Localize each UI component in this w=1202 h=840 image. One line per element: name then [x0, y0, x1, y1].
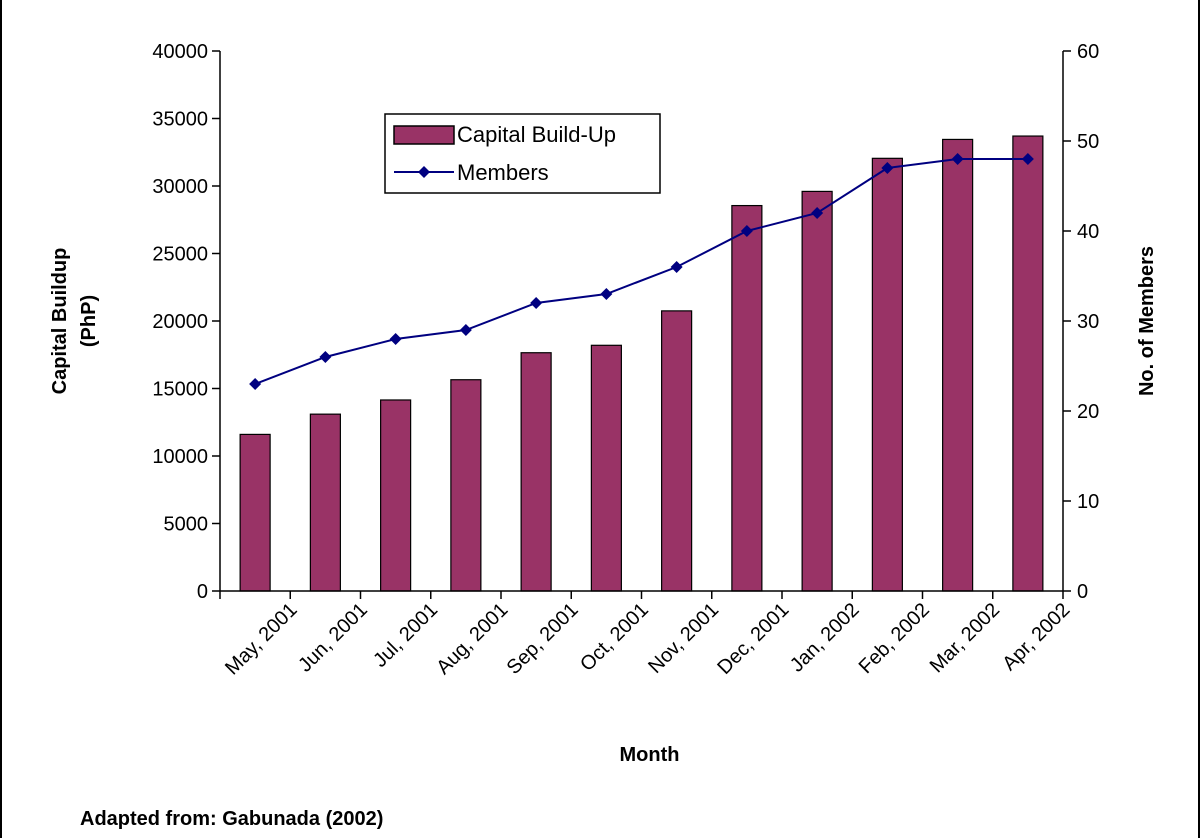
members-point-11: [1021, 153, 1034, 165]
members-point-3: [459, 324, 472, 336]
x-tick-label-2: Jul, 2001: [369, 599, 442, 672]
legend-bar-swatch: [393, 125, 455, 145]
members-point-0: [249, 378, 262, 390]
y2-tick-label-6: 60: [1077, 41, 1099, 63]
members-point-5: [600, 288, 613, 300]
bar-0: [239, 433, 271, 592]
source-note: Adapted from: Gabunada (2002): [80, 808, 384, 830]
legend: Capital Build-Up Members: [384, 113, 661, 194]
y-tick-label-8: 40000: [152, 41, 208, 63]
x-tick-label-3: Aug, 2001: [432, 599, 512, 679]
y-tick-label-3: 15000: [152, 379, 208, 401]
bar-10: [942, 138, 974, 592]
bar-9: [871, 157, 903, 592]
bar-7: [731, 204, 763, 592]
bar-3: [450, 379, 482, 592]
y2-tick-label-1: 10: [1077, 491, 1099, 513]
x-tick-label-7: Dec, 2001: [713, 599, 793, 679]
x-tick-label-11: Apr, 2002: [998, 599, 1074, 675]
y-tick-label-4: 20000: [152, 311, 208, 333]
x-tick-label-0: May, 2001: [221, 599, 302, 680]
members-point-7: [740, 225, 753, 237]
x-tick-label-4: Sep, 2001: [503, 599, 583, 679]
y2-tick-label-4: 40: [1077, 221, 1099, 243]
legend-label-members: Members: [457, 160, 549, 185]
x-tick-label-9: Feb, 2002: [855, 599, 934, 678]
y2-tick-label-3: 30: [1077, 311, 1099, 333]
y2-tick-label-0: 0: [1077, 581, 1088, 603]
y-tick-label-7: 35000: [152, 109, 208, 131]
bar-6: [661, 310, 693, 592]
y-tick-label-0: 0: [197, 581, 208, 603]
y-axis-title: Capital Buildup (PhP): [49, 248, 100, 395]
members-point-4: [530, 297, 543, 309]
y-tick-label-2: 10000: [152, 446, 208, 468]
bar-11: [1012, 135, 1044, 592]
y-axis-title-line1: Capital Buildup: [49, 248, 71, 395]
legend-label-capital: Capital Build-Up: [457, 122, 616, 147]
x-axis-title: Month: [620, 744, 680, 766]
y-tick-label-5: 25000: [152, 244, 208, 266]
bar-1: [309, 413, 341, 592]
x-tick-label-1: Jun, 2001: [294, 599, 372, 677]
members-point-10: [951, 153, 964, 165]
members-point-6: [670, 261, 683, 273]
bar-8: [801, 190, 833, 592]
members-line: [254, 158, 1028, 385]
members-point-2: [389, 333, 402, 345]
legend-diamond-marker: [418, 166, 430, 178]
x-tick-label-8: Jan, 2002: [786, 599, 864, 677]
x-tick-label-5: Oct, 2001: [576, 599, 653, 676]
bar-2: [380, 399, 412, 592]
y-tick-label-6: 30000: [152, 176, 208, 198]
y2-tick-label-5: 50: [1077, 131, 1099, 153]
bar-4: [520, 352, 552, 592]
members-point-1: [319, 351, 332, 363]
members-line-layer: [249, 153, 1034, 390]
members-point-9: [881, 162, 894, 174]
y-axis-title-line2: (PhP): [78, 295, 100, 347]
bars-layer: [239, 135, 1044, 592]
members-point-8: [811, 207, 824, 219]
y2-axis-title: No. of Members: [1136, 246, 1158, 396]
y-tick-label-1: 5000: [164, 514, 209, 536]
x-tick-label-10: Mar, 2002: [926, 599, 1004, 677]
y2-tick-label-2: 20: [1077, 401, 1099, 423]
bar-5: [590, 344, 622, 592]
x-tick-label-6: Nov, 2001: [644, 599, 723, 678]
